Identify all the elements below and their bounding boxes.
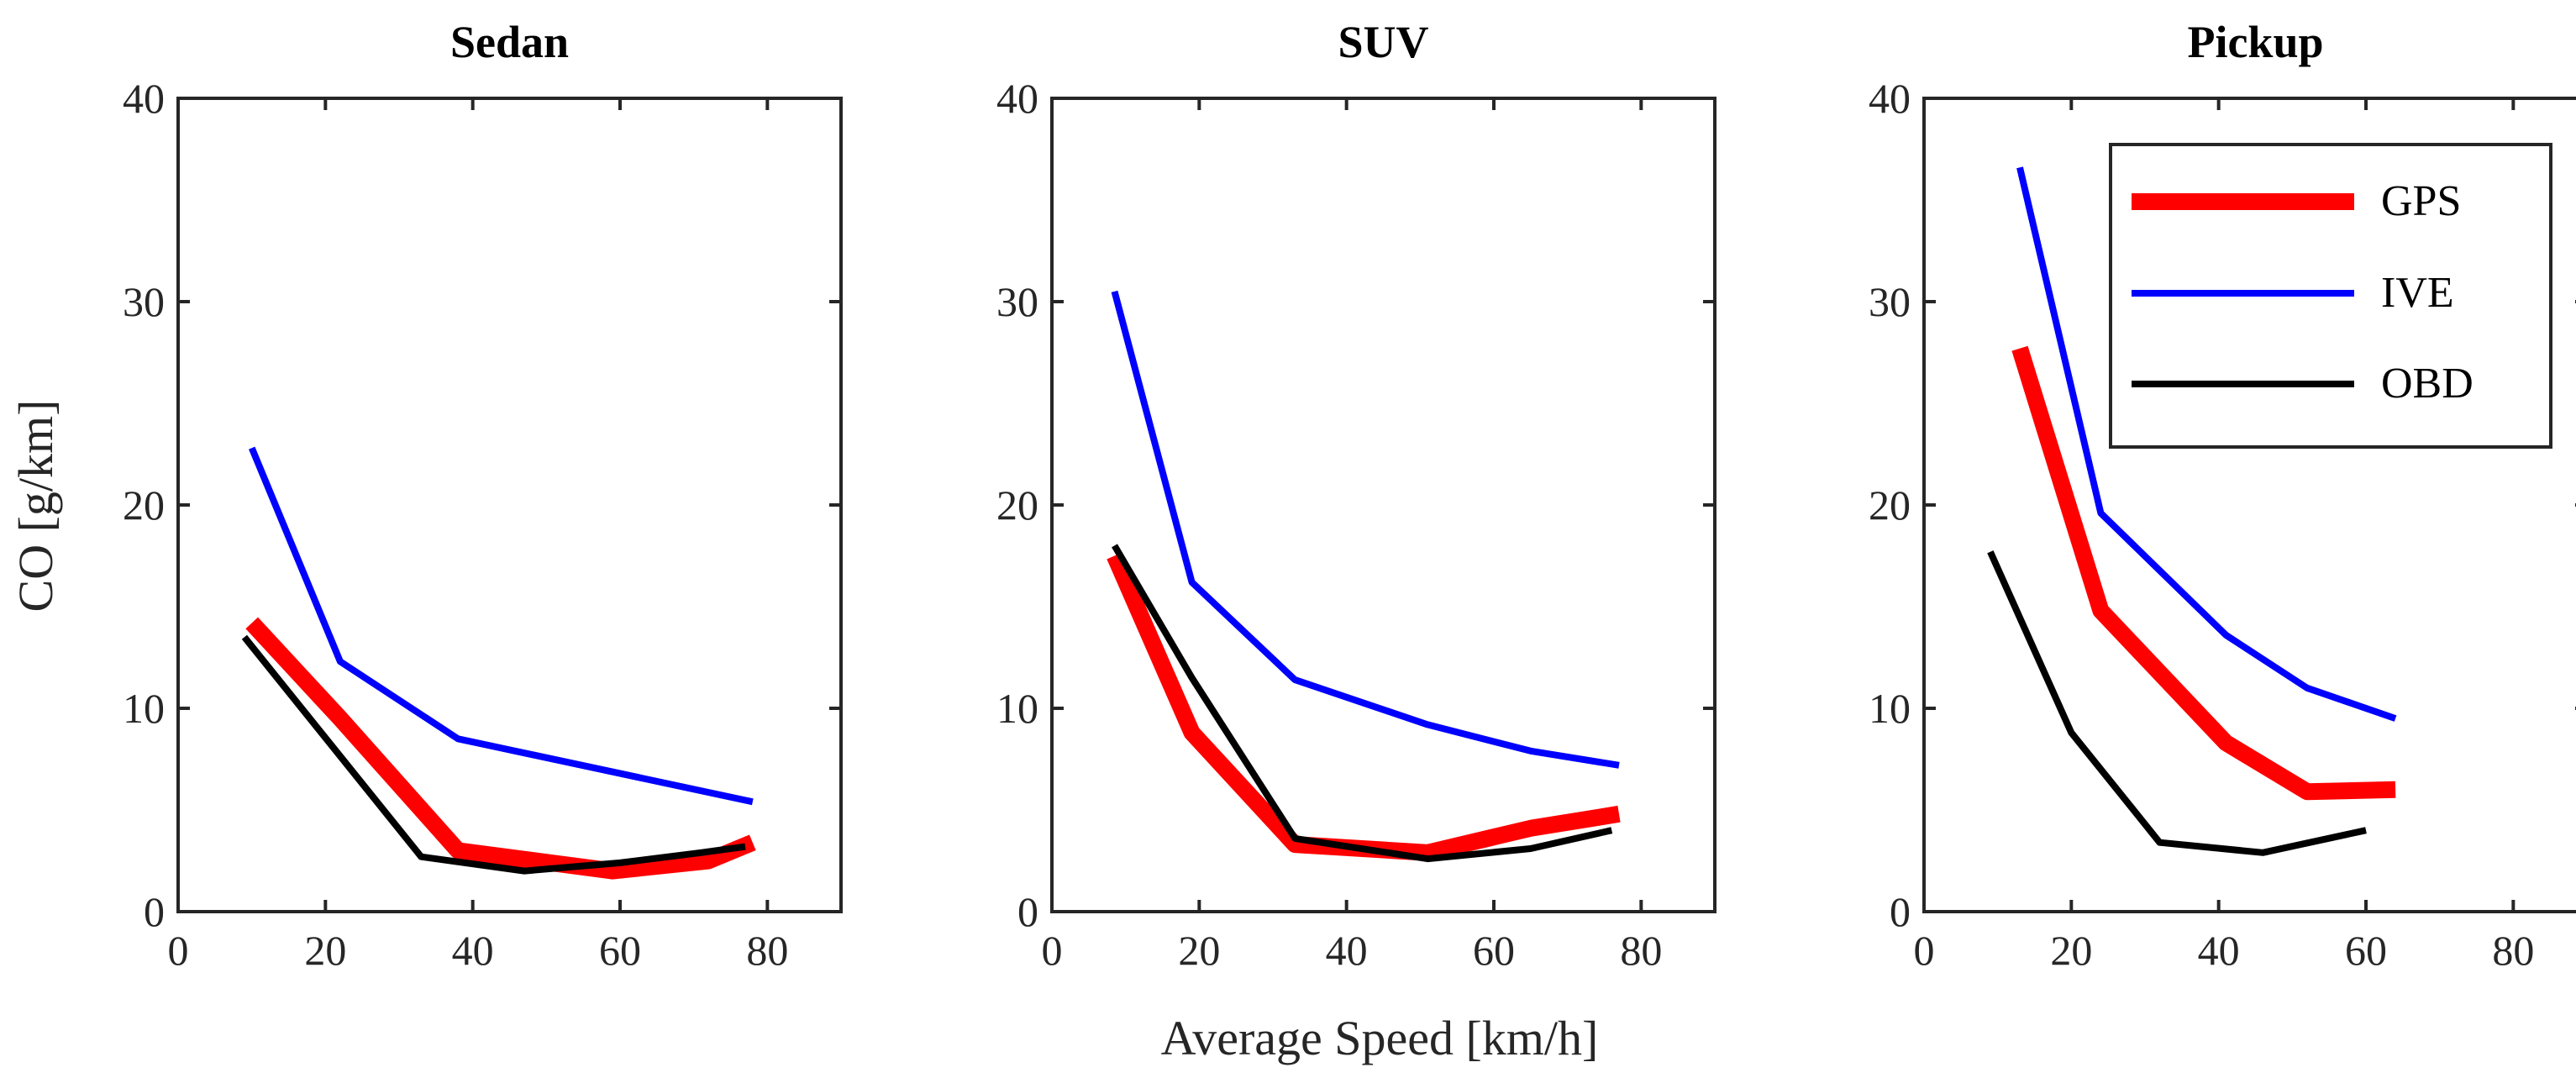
y-tick-label-pickup-0: 0 <box>1890 888 1911 935</box>
y-tick-label-pickup-30: 30 <box>1869 278 1911 325</box>
panel-title-suv: SUV <box>1338 17 1428 67</box>
series-line-pickup-obd <box>1987 550 2367 856</box>
x-tick-label-sedan-80: 80 <box>746 927 788 974</box>
y-tick-label-suv-0: 0 <box>1017 888 1038 935</box>
series-line-sedan-obd <box>241 634 746 875</box>
legend-label-obd: OBD <box>2381 360 2473 408</box>
x-tick-label-sedan-20: 20 <box>304 927 346 974</box>
y-tick-label-sedan-20: 20 <box>123 481 165 528</box>
x-tick-label-suv-0: 0 <box>1042 927 1063 974</box>
x-tick-label-pickup-0: 0 <box>1914 927 1935 974</box>
panel-suv: SUV 0 20 40 60 80 0 10 20 30 40 <box>996 17 1716 974</box>
series-line-suv-obd <box>1112 544 1613 863</box>
y-tick-label-suv-10: 10 <box>996 685 1038 732</box>
x-tick-label-suv-40: 40 <box>1326 927 1368 974</box>
legend: GPS IVE OBD <box>2109 143 2552 449</box>
panel-sedan: Sedan 0 20 40 60 80 0 10 20 30 40 <box>123 17 843 974</box>
x-tick-label-sedan-0: 0 <box>168 927 189 974</box>
y-tick-label-pickup-20: 20 <box>1869 481 1911 528</box>
panel-title-pickup: Pickup <box>2187 17 2323 67</box>
panel-title-sedan: Sedan <box>450 17 569 67</box>
x-tick-label-pickup-80: 80 <box>2492 927 2534 974</box>
plot-area-sedan <box>176 97 843 913</box>
x-tick-label-suv-60: 60 <box>1473 927 1515 974</box>
x-tick-label-pickup-20: 20 <box>2050 927 2092 974</box>
series-line-sedan-ive <box>249 446 754 806</box>
y-tick-label-suv-40: 40 <box>996 75 1038 122</box>
y-tick-label-sedan-30: 30 <box>123 278 165 325</box>
x-tick-label-pickup-40: 40 <box>2198 927 2240 974</box>
y-axis-title: CO [g/km] <box>8 400 63 613</box>
plot-area-suv <box>1050 97 1716 913</box>
x-tick-label-pickup-60: 60 <box>2345 927 2387 974</box>
y-tick-label-sedan-10: 10 <box>123 685 165 732</box>
legend-label-gps: GPS <box>2381 177 2461 225</box>
y-tick-label-pickup-10: 10 <box>1869 685 1911 732</box>
x-tick-label-suv-20: 20 <box>1178 927 1220 974</box>
y-tick-label-sedan-0: 0 <box>144 888 165 935</box>
series-line-pickup-ive <box>2016 166 2397 722</box>
chart-panels: Sedan 0 20 40 60 80 0 10 20 30 40 SUV 0 20 40 60 80 0 10 20… <box>123 17 2576 974</box>
x-axis-title: Average Speed [km/h] <box>1161 1011 1599 1065</box>
series-line-sedan-gps <box>245 617 756 880</box>
y-tick-label-suv-30: 30 <box>996 278 1038 325</box>
x-tick-label-sedan-60: 60 <box>599 927 641 974</box>
x-tick-label-suv-80: 80 <box>1620 927 1662 974</box>
y-tick-label-sedan-40: 40 <box>123 75 165 122</box>
y-tick-label-pickup-40: 40 <box>1869 75 1911 122</box>
x-tick-label-sedan-40: 40 <box>452 927 494 974</box>
series-line-suv-ive <box>1111 290 1620 769</box>
legend-label-ive: IVE <box>2381 269 2454 317</box>
series-line-pickup-gps <box>2011 345 2396 801</box>
y-tick-label-suv-20: 20 <box>996 481 1038 528</box>
